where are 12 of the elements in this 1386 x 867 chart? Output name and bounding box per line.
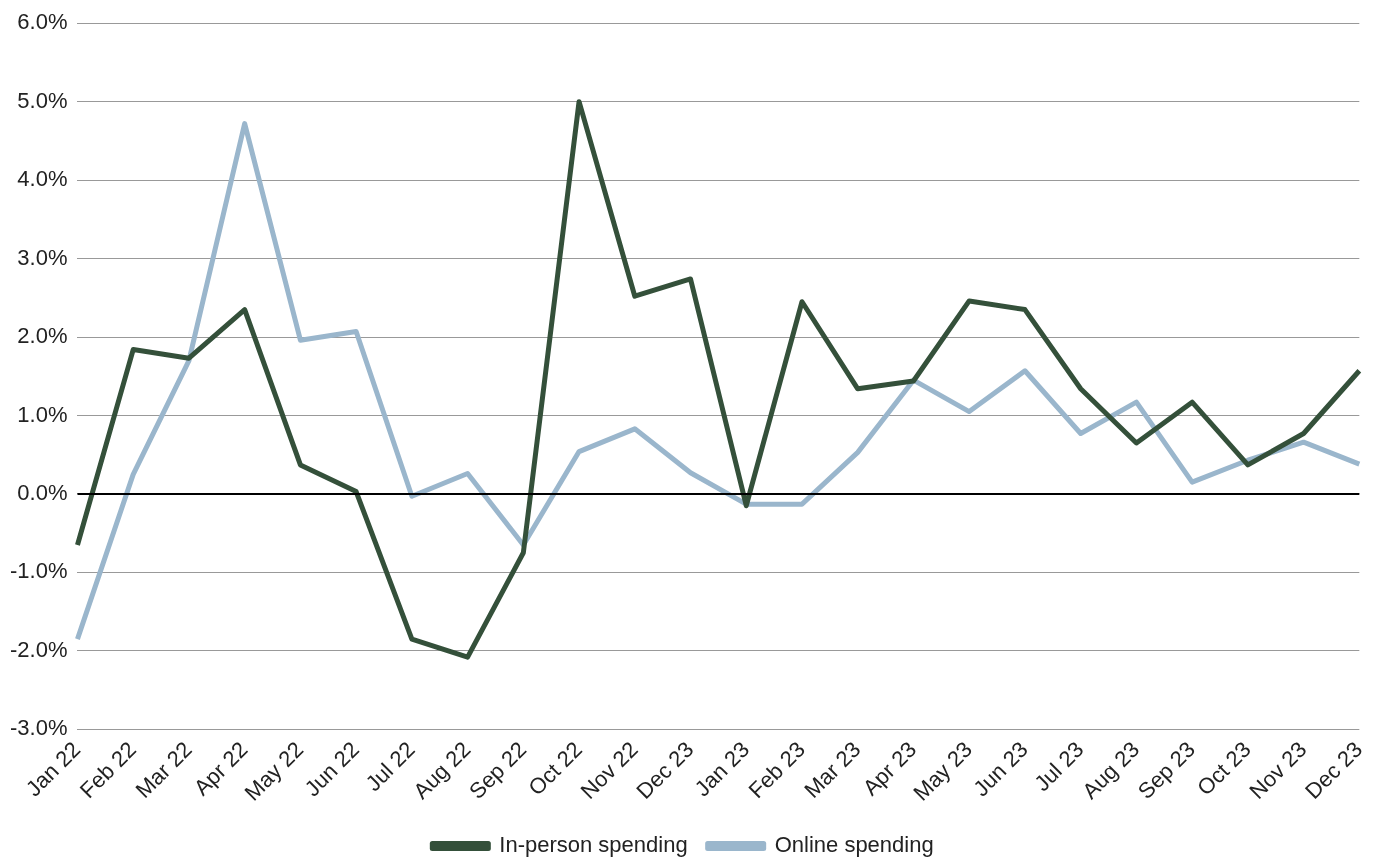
y-tick-label: -1.0% [9, 558, 68, 584]
y-tick-label: -3.0% [9, 715, 68, 741]
legend-label: Online spending [774, 832, 934, 858]
y-tick-label: 3.0% [17, 244, 68, 270]
y-tick-label: -2.0% [9, 636, 68, 662]
legend-label: In-person spending [499, 832, 688, 858]
y-tick-label: 1.0% [17, 401, 68, 427]
y-tick-label: 2.0% [17, 323, 68, 349]
y-tick-label: 5.0% [17, 87, 68, 113]
y-tick-label: 0.0% [17, 480, 68, 506]
y-tick-label: 6.0% [17, 9, 68, 35]
y-tick-label: 4.0% [17, 166, 68, 192]
